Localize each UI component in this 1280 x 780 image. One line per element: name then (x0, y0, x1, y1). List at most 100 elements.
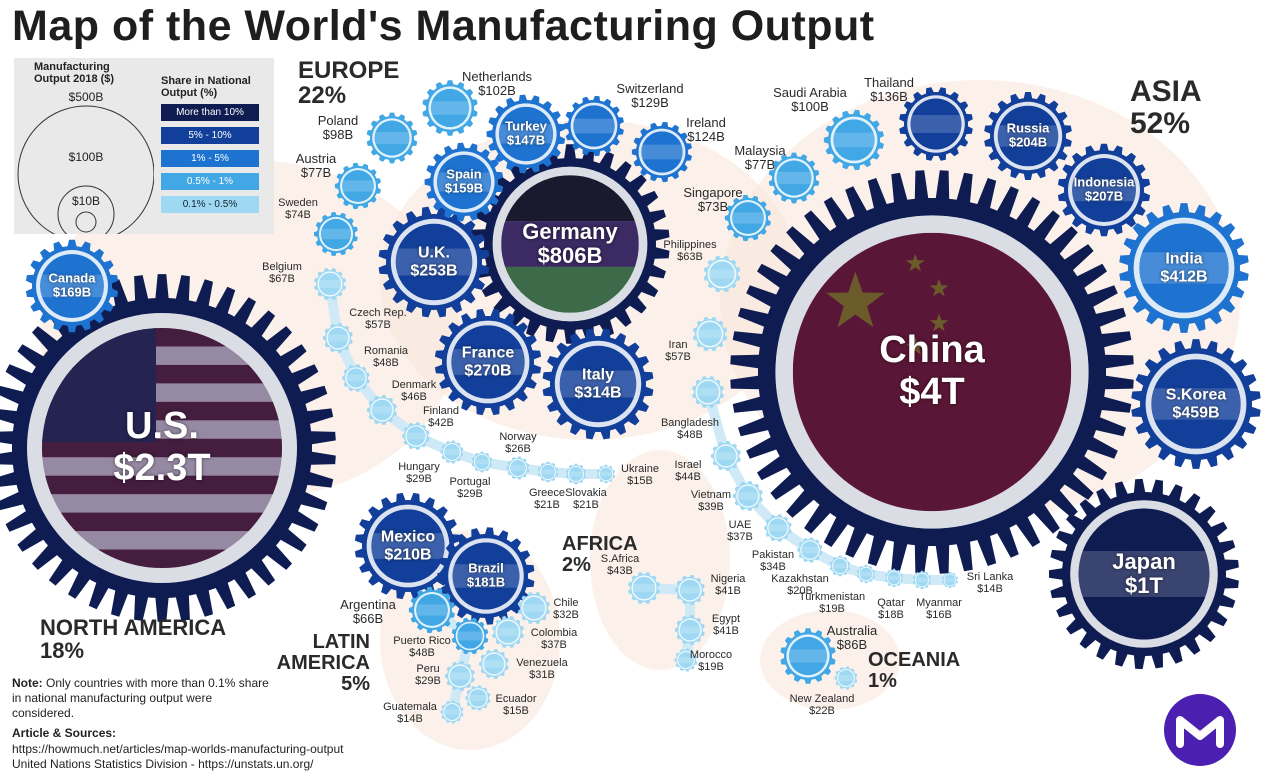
region-europe: EUROPE 22% (298, 58, 399, 108)
region-latin-america-name: LATIN AMERICA (276, 631, 370, 674)
label-mexico-name: Mexico (380, 528, 436, 546)
gear-colombia (492, 616, 524, 648)
label-brazil: Brazil $181B (467, 561, 505, 591)
label-egypt-name: Egypt (711, 613, 741, 625)
region-oceania-name: OCEANIA (868, 649, 961, 671)
gear-slovakia (565, 463, 587, 485)
gear-pakistan (797, 537, 823, 563)
gear-sweden (314, 212, 358, 256)
label-china-name: China (879, 329, 985, 372)
poland-flag-icon (374, 120, 410, 156)
denmark-flag-icon (371, 399, 393, 421)
thailand-flag-icon (910, 98, 962, 150)
label-myanmar-value: $16B (926, 608, 952, 621)
label-japan-value: $1T (1125, 573, 1163, 598)
gear-mexico (354, 492, 462, 600)
label-australia-name: Australia (826, 623, 878, 638)
region-north-america-name: NORTH AMERICA (40, 615, 227, 640)
label-japan: Japan $1T (1112, 549, 1176, 598)
source-link-howmuch[interactable]: https://howmuch.net/articles/map-worlds-… (12, 741, 344, 756)
label-ireland-value: $124B (687, 128, 725, 144)
label-myanmar-name: Myanmar (916, 597, 962, 609)
gear-israel (711, 440, 741, 472)
iran-flag-icon (698, 322, 722, 346)
label-hungary-name: Hungary (398, 461, 440, 473)
label-czech-rep: Czech Rep. $57B (349, 307, 406, 331)
gear-brazil (437, 527, 535, 625)
source-link-unstats[interactable]: United Nations Statistics Division - htt… (12, 757, 314, 772)
peru-flag-icon (449, 665, 471, 687)
label-iran: Iran $57B (665, 339, 691, 363)
label-morocco: Morocco $19B (690, 649, 732, 673)
label-argentina-name: Argentina (340, 597, 396, 612)
label-canada: Canada $169B (49, 271, 96, 301)
label-turkey-name: Turkey (505, 118, 547, 134)
brazil-flag-icon (452, 542, 520, 610)
region-north-america-pct: 18% (40, 638, 85, 664)
label-netherlands-value: $102B (478, 82, 516, 98)
label-puerto-rico-value: $48B (409, 646, 435, 659)
label-china-value: $4T (899, 371, 965, 413)
label-denmark-value: $46B (401, 390, 427, 403)
gear-china (730, 170, 1134, 574)
label-israel-name: Israel (674, 459, 702, 471)
region-asia-name: ASIA (1130, 75, 1202, 108)
sources: Article & Sources: https://howmuch.net/a… (12, 726, 343, 773)
label-u-s: U.S. $2.3T (113, 405, 210, 490)
label-turkmenistan: Turkmenistan $19B (798, 591, 866, 615)
label-israel-value: $44B (675, 470, 701, 483)
label-ecuador-value: $15B (503, 704, 529, 717)
region-north-america: NORTH AMERICA 18% (40, 616, 226, 662)
gear-denmark (367, 394, 397, 426)
label-peru-name: Peru (416, 663, 440, 675)
sri-lanka-flag-icon (944, 574, 956, 586)
label-greece: Greece $21B (528, 487, 566, 511)
uae-flag-icon (768, 518, 788, 538)
chile-flag-icon (522, 596, 546, 620)
label-turkmenistan-name: Turkmenistan (798, 591, 866, 603)
label-spain-name: Spain (446, 166, 482, 182)
label-u-k: U.K. $253B (410, 244, 457, 279)
spain-flag-icon (436, 154, 492, 210)
label-belgium: Belgium $67B (262, 261, 302, 285)
label-qatar: Qatar $18B (877, 597, 905, 621)
gear-bangladesh (692, 376, 724, 408)
colombia-flag-icon (496, 620, 520, 644)
gear-s-korea (1131, 339, 1261, 469)
malaysia-flag-icon (776, 160, 812, 196)
label-italy: Italy $314B (574, 366, 621, 401)
label-italy-value: $314B (574, 384, 622, 401)
label-egypt-value: $41B (713, 624, 739, 637)
greece-flag-icon (540, 464, 556, 480)
label-canada-value: $169B (52, 285, 92, 300)
label-pakistan: Pakistan $34B (752, 549, 794, 573)
label-finland-value: $42B (428, 416, 454, 429)
label-switzerland-name: Switzerland (616, 81, 684, 96)
label-denmark: Denmark $46B (392, 379, 437, 403)
label-malaysia: Malaysia $77B (734, 144, 785, 171)
note-label: Note: (12, 676, 43, 690)
label-s-korea-name: S.Korea (1165, 386, 1227, 404)
label-russia-value: $204B (1008, 135, 1048, 150)
gear-switzerland (563, 95, 624, 157)
gear-new-zealand (834, 666, 858, 690)
ukraine-flag-icon (599, 467, 613, 481)
label-sri-lanka: Sri Lanka $14B (967, 571, 1013, 595)
label-qatar-value: $18B (878, 608, 904, 621)
label-colombia: Colombia $37B (531, 627, 577, 651)
switzerland-flag-icon (573, 105, 615, 147)
legend-share-4: 0.5% - 1% (161, 173, 259, 190)
label-greece-name: Greece (528, 487, 566, 499)
legend-size-100: $100B (68, 150, 104, 164)
label-u-k-value: $253B (410, 262, 458, 279)
asia-chain (703, 387, 955, 585)
label-turkmenistan-value: $19B (819, 602, 845, 615)
label-france: France $270B (462, 344, 514, 379)
label-romania-value: $48B (373, 356, 399, 369)
netherlands-flag-icon (430, 88, 470, 128)
label-poland-value: $98B (322, 126, 354, 142)
region-latin-america-pct: 5% (341, 673, 370, 695)
label-chile: Chile $32B (553, 597, 579, 621)
label-philippines-value: $63B (677, 250, 703, 263)
label-morocco-value: $19B (698, 660, 724, 673)
